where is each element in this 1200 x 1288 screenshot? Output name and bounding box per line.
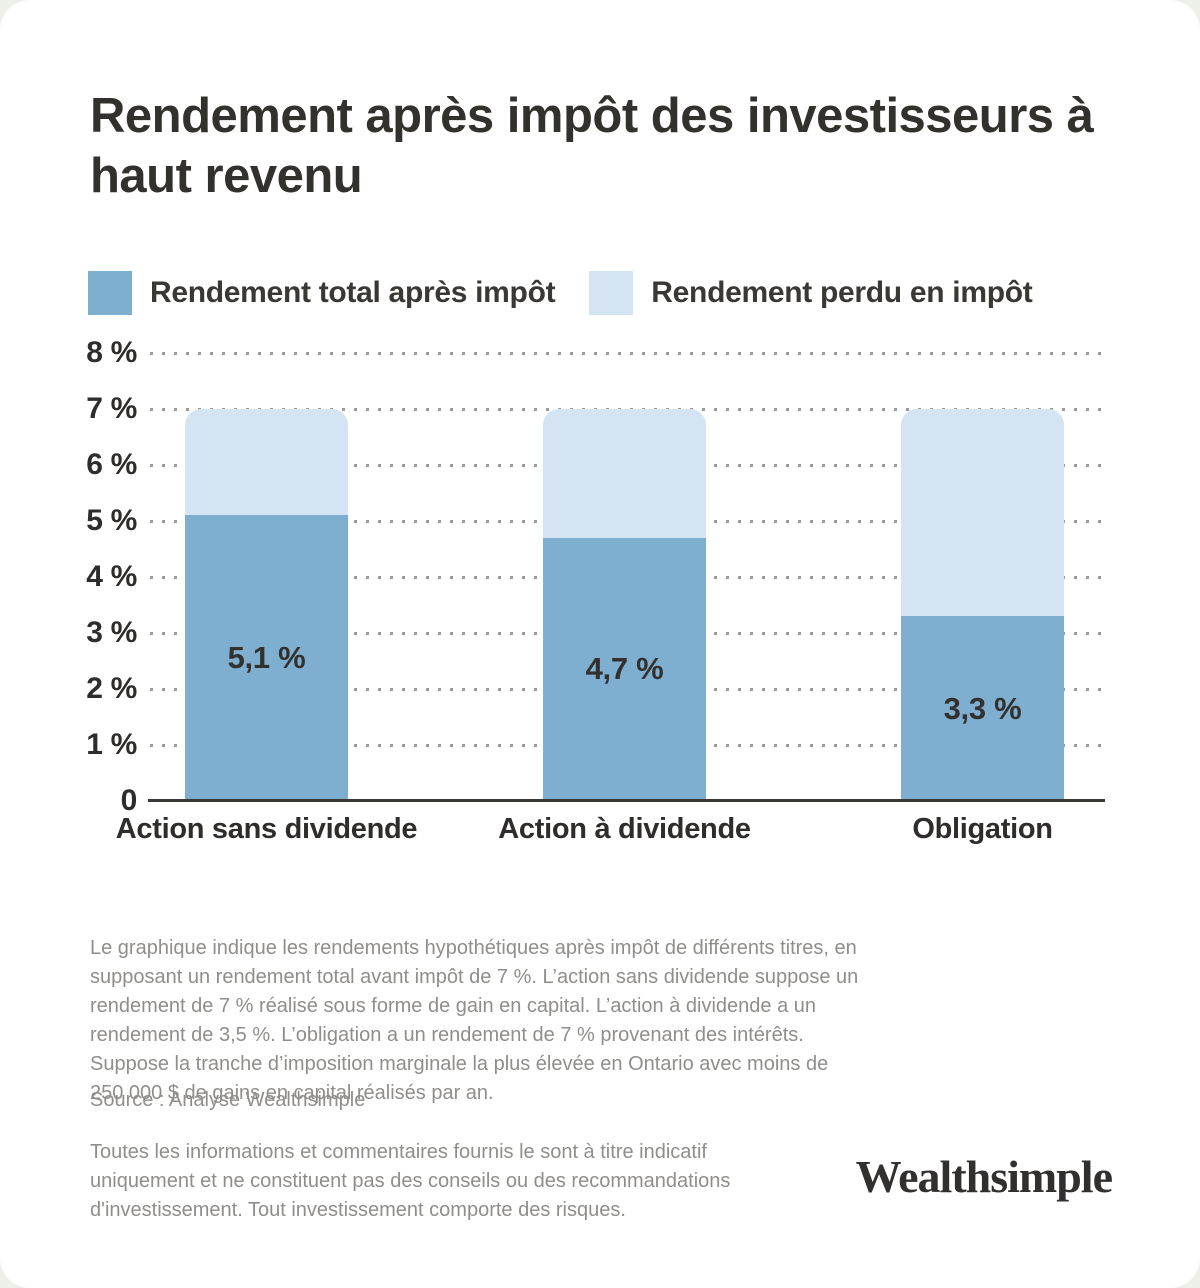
y-tick-label-5: 5 % <box>86 504 137 537</box>
y-tick-label-0: 0 <box>120 784 138 817</box>
bar-3: 3,3 % <box>901 409 1064 801</box>
legend-swatch-tax-lost <box>589 271 634 315</box>
y-tick-label-8: 8 % <box>86 336 137 369</box>
legend-label-after-tax: Rendement total après impôt <box>150 276 556 309</box>
y-tick-label-3: 3 % <box>86 616 137 649</box>
page-title-line-2: haut revenu <box>90 149 363 203</box>
bar-1-after-tax-segment: 5,1 % <box>185 515 348 801</box>
bar-3-after-tax-segment: 3,3 % <box>901 616 1064 801</box>
y-tick-label-7: 7 % <box>86 392 137 425</box>
bar-1: 5,1 % <box>185 409 348 801</box>
page-title-line-1: Rendement après impôt des investisseurs … <box>90 89 1094 143</box>
methodology-note: Le graphique indique les rendements hypo… <box>90 937 859 1104</box>
bar-2: 4,7 % <box>543 409 706 801</box>
legend-item-tax-lost: Rendement perdu en impôt <box>589 271 1033 315</box>
legend-item-after-tax: Rendement total après impôt <box>88 271 556 315</box>
x-category-label-2: Action à dividende <box>498 813 751 845</box>
y-tick-label-1: 1 % <box>86 728 137 761</box>
gridline-8pct <box>150 352 1105 355</box>
chart-legend: Rendement total après impôt Rendement pe… <box>88 271 1033 315</box>
bar-2-value-label: 4,7 % <box>585 651 664 687</box>
legend-label-tax-lost: Rendement perdu en impôt <box>651 276 1033 309</box>
x-axis-line <box>148 799 1105 802</box>
y-tick-label-6: 6 % <box>86 448 137 481</box>
bar-3-value-label: 3,3 % <box>943 690 1022 726</box>
x-category-label-3: Obligation <box>912 813 1053 845</box>
y-tick-label-4: 4 % <box>86 560 137 593</box>
bar-1-value-label: 5,1 % <box>227 640 306 676</box>
legend-swatch-after-tax <box>88 271 132 315</box>
wealthsimple-logo: Wealthsimple <box>855 1151 1113 1202</box>
disclaimer-note: Toutes les informations et commentaires … <box>90 1141 731 1221</box>
page-title: Rendement après impôt des investisseurs … <box>90 86 1094 206</box>
y-tick-label-2: 2 % <box>86 672 137 705</box>
source-note: Source : Analyse Wealthsimple <box>90 1089 366 1111</box>
x-category-label-1: Action sans dividende <box>115 813 418 845</box>
bar-2-after-tax-segment: 4,7 % <box>543 537 706 801</box>
